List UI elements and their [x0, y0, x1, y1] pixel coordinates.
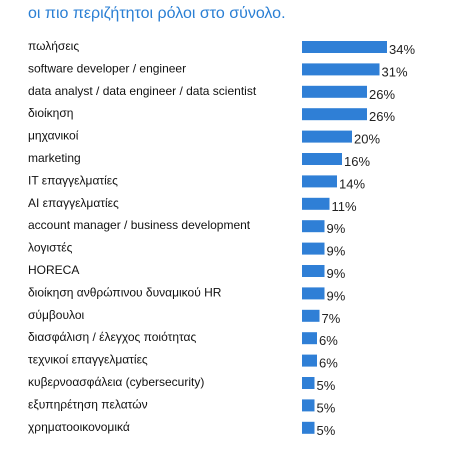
value-label: 31%	[382, 64, 408, 79]
value-label: 20%	[354, 132, 380, 147]
value-label: 9%	[327, 244, 346, 259]
category-label: διοίκηση	[28, 106, 73, 120]
bar	[302, 220, 325, 233]
category-label: λογιστές	[28, 241, 73, 255]
category-label: σύμβουλοι	[28, 308, 85, 322]
bar	[302, 85, 367, 98]
bar	[302, 287, 325, 300]
category-label: AI επαγγελματίες	[28, 196, 119, 210]
category-label: IT επαγγελματίες	[28, 173, 118, 187]
value-label: 7%	[322, 311, 341, 326]
bar	[302, 354, 317, 367]
category-label: πωλήσεις	[28, 39, 79, 53]
category-label: HORECA	[28, 263, 79, 277]
value-label: 11%	[332, 199, 357, 214]
category-label: marketing	[28, 151, 81, 165]
value-label: 9%	[327, 266, 346, 281]
value-label: 26%	[369, 87, 395, 102]
bar	[302, 41, 387, 53]
bar	[302, 399, 315, 412]
category-label: εξυπηρέτηση πελατών	[28, 397, 148, 411]
category-label: διοίκηση ανθρώπινου δυναμικού HR	[28, 285, 222, 299]
bar	[302, 332, 317, 345]
value-label: 34%	[389, 42, 415, 57]
bar	[302, 153, 342, 165]
bar	[302, 265, 325, 277]
category-label: μηχανικοί	[28, 129, 79, 143]
bar-rows: πωλήσεις 34% software developer / engineer…	[28, 39, 415, 438]
value-label: 9%	[327, 221, 346, 236]
value-label: 6%	[319, 333, 338, 348]
category-label: κυβερνοασφάλεια (cybersecurity)	[28, 375, 204, 389]
category-label: χρηματοοικονομικά	[28, 420, 130, 434]
category-label: τεχνικοί επαγγελματίες	[28, 353, 148, 367]
value-label: 9%	[327, 288, 346, 303]
bar	[302, 130, 352, 143]
bar	[302, 175, 337, 188]
value-label: 14%	[339, 176, 365, 191]
value-label: 5%	[317, 423, 336, 438]
value-label: 16%	[344, 154, 370, 169]
category-label: software developer / engineer	[28, 61, 186, 75]
bar	[302, 63, 380, 76]
bar	[302, 309, 320, 322]
bar	[302, 421, 315, 434]
chart-title: οι πιο περιζήτητοι ρόλοι στο σύνολο.	[28, 5, 286, 22]
category-label: data analyst / data engineer / data scie…	[28, 84, 257, 98]
bar	[302, 377, 315, 389]
value-label: 26%	[369, 109, 395, 124]
value-label: 5%	[317, 400, 336, 415]
bar	[302, 108, 367, 121]
category-label: account manager / business development	[28, 218, 251, 232]
bar	[302, 197, 330, 210]
bar	[302, 242, 325, 255]
value-label: 5%	[317, 378, 336, 393]
value-label: 6%	[319, 356, 338, 371]
category-label: διασφάλιση / έλεγχος ποιότητας	[28, 330, 196, 344]
